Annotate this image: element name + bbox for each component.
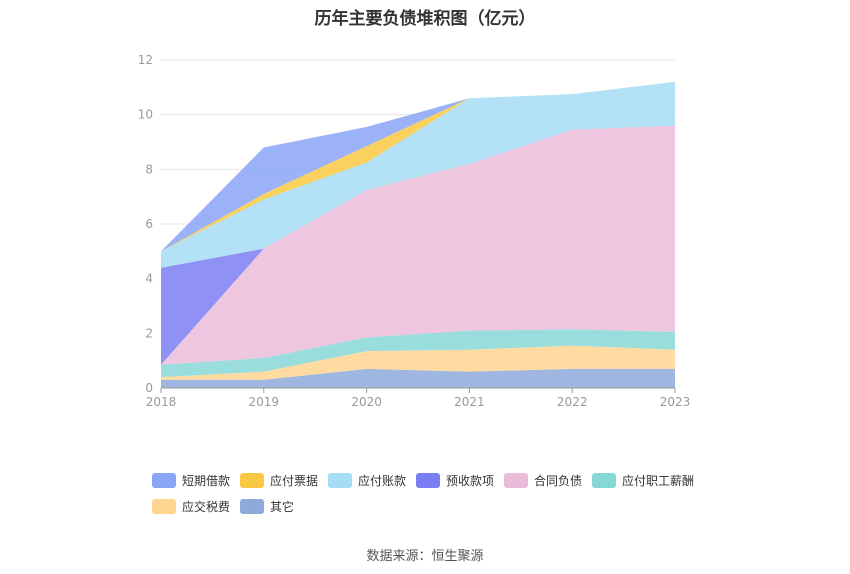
legend-item[interactable]: 短期借款 [152, 472, 230, 489]
legend-label: 合同负债 [534, 474, 583, 488]
y-tick-label: 8 [145, 162, 153, 176]
area-series-0 [161, 368, 675, 388]
legend-label: 应付账款 [358, 474, 407, 488]
legend-swatch [504, 473, 528, 488]
x-tick-label: 2019 [249, 395, 280, 409]
legend-item[interactable]: 应付职工薪酬 [592, 472, 694, 489]
legend-swatch [592, 473, 616, 488]
legend-item[interactable]: 合同负债 [504, 472, 582, 489]
legend-swatch [152, 473, 176, 488]
y-tick-label: 10 [138, 108, 153, 122]
x-tick-label: 2020 [351, 395, 382, 409]
legend-swatch [152, 499, 176, 514]
y-tick-label: 0 [145, 381, 153, 395]
y-tick-label: 12 [138, 53, 153, 67]
data-source-note: 数据来源：恒生聚源 [366, 549, 484, 564]
area-series-3 [161, 125, 675, 365]
area-series-1 [161, 345, 675, 380]
y-tick-label: 6 [145, 217, 153, 231]
legend-item[interactable]: 应付票据 [240, 472, 318, 489]
x-tick-label: 2021 [454, 395, 485, 409]
legend-label: 应付票据 [270, 474, 319, 488]
legend-swatch [240, 473, 264, 488]
x-tick-label: 2018 [146, 395, 177, 409]
y-tick-label: 2 [145, 326, 153, 340]
legend-label: 应交税费 [182, 500, 231, 514]
x-tick-label: 2023 [660, 395, 691, 409]
legend-item[interactable]: 预收款项 [416, 472, 494, 489]
legend-item[interactable]: 其它 [240, 498, 294, 515]
area-series-2 [161, 329, 675, 378]
legend-label: 短期借款 [182, 474, 231, 488]
legend-label: 应付职工薪酬 [622, 474, 695, 488]
y-tick-label: 4 [145, 272, 153, 286]
legend-label: 其它 [270, 500, 295, 514]
x-tick-label: 2022 [557, 395, 588, 409]
legend-swatch [416, 473, 440, 488]
legend-swatch [240, 499, 264, 514]
area-series-5 [161, 81, 675, 268]
legend-swatch [328, 473, 352, 488]
legend-item[interactable]: 应付账款 [328, 472, 406, 489]
legend-item[interactable]: 应交税费 [152, 498, 230, 515]
area-series-7 [161, 81, 675, 252]
legend-label: 预收款项 [446, 474, 495, 488]
chart-title: 历年主要负债堆积图（亿元） [314, 9, 536, 29]
